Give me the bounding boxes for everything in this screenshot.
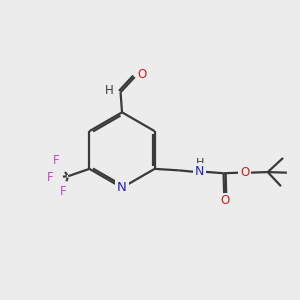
Text: H: H bbox=[104, 84, 113, 97]
Text: O: O bbox=[240, 166, 249, 179]
Text: O: O bbox=[220, 194, 230, 207]
Text: F: F bbox=[53, 154, 60, 167]
Text: N: N bbox=[195, 165, 204, 178]
Text: F: F bbox=[46, 171, 53, 184]
Text: O: O bbox=[137, 68, 147, 81]
Text: H: H bbox=[196, 158, 204, 168]
Text: F: F bbox=[60, 185, 66, 198]
Text: N: N bbox=[117, 181, 127, 194]
